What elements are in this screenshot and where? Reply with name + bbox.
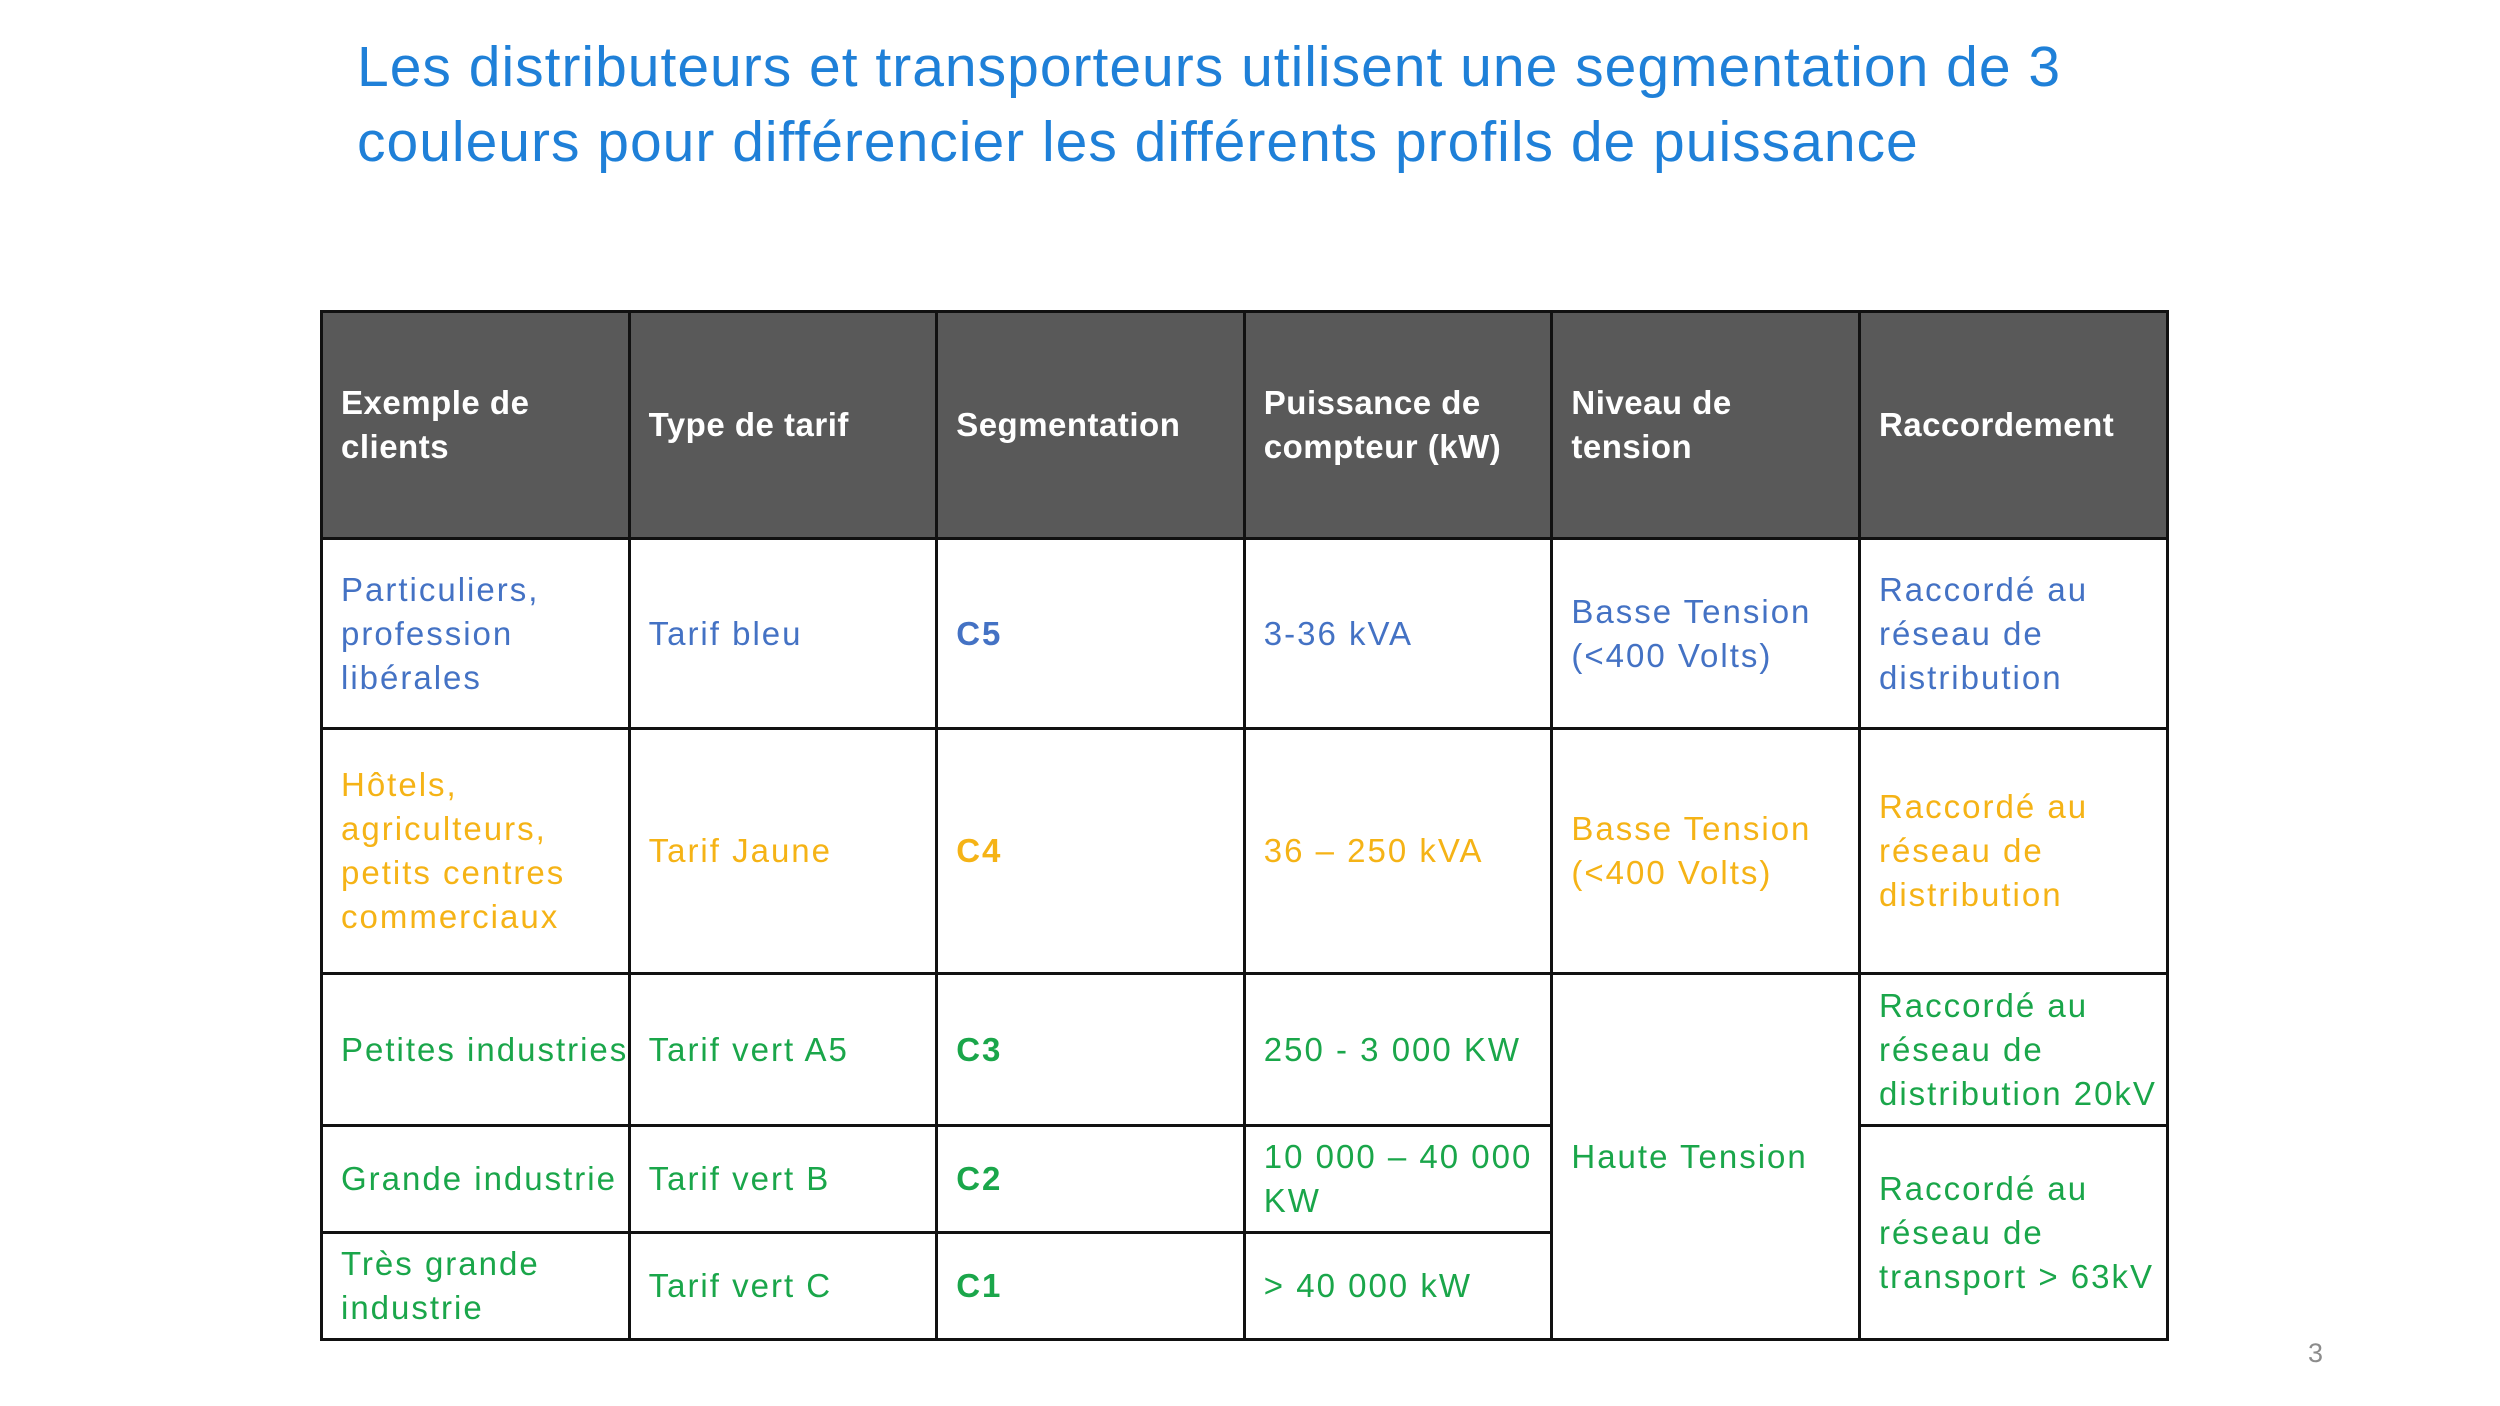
page-number: 3 <box>2308 1338 2324 1368</box>
cell-tension: Basse Tension (<400 Volts) <box>1550 727 1861 975</box>
header-segmentation: Segmentation <box>935 310 1246 540</box>
cell-clients: Petites industries <box>320 972 631 1127</box>
header-tarif: Type de tarif <box>627 310 939 540</box>
cell-segmentation: C5 <box>935 537 1246 730</box>
cell-segmentation: C3 <box>935 972 1246 1127</box>
cell-clients: Grande industrie <box>320 1124 631 1234</box>
cell-puissance: 36 – 250 kVA <box>1242 727 1554 975</box>
cell-puissance: 10 000 – 40 000 KW <box>1242 1124 1554 1234</box>
table-row-c1: Très grande industrie Tarif vert C C1 > … <box>320 1231 2168 1341</box>
table-header-row: Exemple de clients Type de tarif Segment… <box>320 310 2169 540</box>
header-puissance: Puissance de compteur (kW) <box>1242 310 1554 540</box>
cell-puissance: > 40 000 kW <box>1242 1231 1554 1341</box>
header-raccordement: Raccordement <box>1857 310 2169 540</box>
cell-tarif: Tarif vert B <box>627 1124 939 1234</box>
cell-segmentation: C2 <box>935 1124 1246 1234</box>
slide-title: Les distributeurs et transporteurs utili… <box>357 30 2357 180</box>
segmentation-table: Exemple de clients Type de tarif Segment… <box>320 310 2169 1341</box>
cell-clients: Particuliers, profession libérales <box>320 537 631 730</box>
cell-segmentation: C1 <box>935 1231 1246 1341</box>
cell-clients: Hôtels, agriculteurs, petits centres com… <box>320 727 631 975</box>
header-tension: Niveau de tension <box>1550 310 1861 540</box>
cell-tarif: Tarif bleu <box>627 537 939 730</box>
cell-raccordement: Raccordé au réseau de distribution <box>1857 537 2169 730</box>
cell-tarif: Tarif vert A5 <box>627 972 939 1127</box>
cell-puissance: 3-36 kVA <box>1242 537 1554 730</box>
slide-title-line-1: Les distributeurs et transporteurs utili… <box>357 35 2062 99</box>
cell-tarif: Tarif Jaune <box>627 727 939 975</box>
slide-title-line-2: couleurs pour différencier les différent… <box>357 110 1919 174</box>
cell-clients: Très grande industrie <box>320 1231 631 1341</box>
table-row-c4: Hôtels, agriculteurs, petits centres com… <box>320 727 2169 975</box>
table-row-c5: Particuliers, profession libérales Tarif… <box>320 537 2169 730</box>
cell-raccordement: Raccordé au réseau de distribution <box>1857 727 2169 975</box>
cell-raccordement-transport: Raccordé au réseau de transport > 63kV <box>1857 1124 2169 1341</box>
cell-tension: Basse Tension (<400 Volts) <box>1550 537 1861 730</box>
cell-tarif: Tarif vert C <box>627 1231 939 1341</box>
cell-puissance: 250 - 3 000 KW <box>1242 972 1554 1127</box>
cell-tension-haute: Haute Tension <box>1550 972 1861 1341</box>
cell-segmentation: C4 <box>935 727 1246 975</box>
table-row-c3: Petites industries Tarif vert A5 C3 250 … <box>320 972 2169 1341</box>
header-clients: Exemple de clients <box>320 310 631 540</box>
cell-raccordement: Raccordé au réseau de distribution 20kV <box>1857 972 2169 1127</box>
table-row-c2: Grande industrie Tarif vert B C2 10 000 … <box>320 1124 2169 1341</box>
